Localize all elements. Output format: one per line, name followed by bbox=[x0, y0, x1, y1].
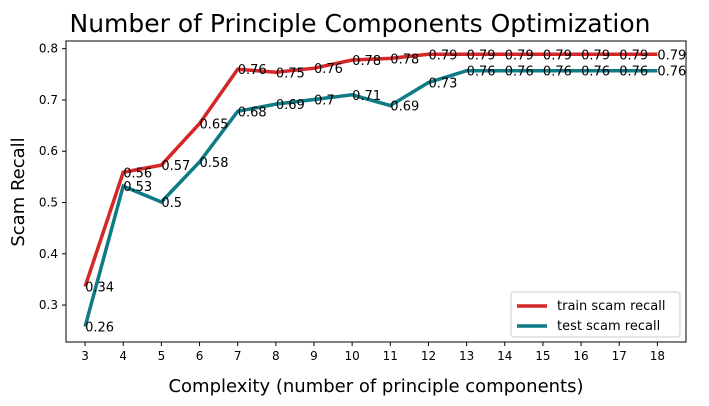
y-axis-label: Scam Recall bbox=[8, 137, 29, 246]
y-tick-label: 0.5 bbox=[39, 196, 58, 210]
data-label: 0.79 bbox=[467, 48, 496, 63]
data-label: 0.69 bbox=[276, 98, 305, 113]
data-label: 0.56 bbox=[123, 166, 152, 181]
series-line-train bbox=[83, 52, 658, 288]
y-tick-label: 0.7 bbox=[39, 93, 58, 107]
y-tick-label: 0.8 bbox=[39, 42, 58, 56]
data-label: 0.78 bbox=[390, 52, 419, 67]
x-tick-label: 11 bbox=[383, 349, 398, 363]
y-tick-label: 0.3 bbox=[39, 298, 58, 312]
x-tick-label: 6 bbox=[196, 349, 204, 363]
data-label: 0.57 bbox=[161, 159, 190, 174]
data-label: 0.79 bbox=[581, 48, 610, 63]
data-label: 0.5 bbox=[161, 196, 182, 211]
data-label: 0.78 bbox=[352, 54, 381, 69]
data-label: 0.79 bbox=[543, 48, 572, 63]
legend-label: test scam recall bbox=[557, 319, 660, 334]
x-axis: 3 4 5 6 7 8 9 10 11 12 13 14 15 16 17 18 bbox=[81, 342, 665, 363]
x-tick-label: 16 bbox=[573, 349, 588, 363]
data-label: 0.34 bbox=[85, 281, 114, 296]
x-axis-label: Complexity (number of principle componen… bbox=[168, 376, 583, 397]
x-tick-label: 15 bbox=[535, 349, 550, 363]
data-label: 0.75 bbox=[276, 66, 305, 81]
data-label: 0.79 bbox=[428, 48, 457, 63]
legend-box bbox=[510, 291, 681, 338]
data-label: 0.76 bbox=[467, 65, 496, 80]
data-label: 0.76 bbox=[657, 65, 686, 80]
data-label: 0.76 bbox=[581, 65, 610, 80]
data-labels: 0.34 0.56 0.57 0.65 0.76 0.75 0.76 0.78 0.78 0.79… bbox=[85, 48, 686, 335]
data-label: 0.79 bbox=[505, 48, 534, 63]
x-tick-label: 7 bbox=[234, 349, 242, 363]
x-tick-label: 14 bbox=[497, 349, 512, 363]
data-label: 0.65 bbox=[200, 118, 229, 133]
x-tick-label: 8 bbox=[272, 349, 280, 363]
data-label: 0.79 bbox=[657, 48, 686, 63]
x-tick-label: 4 bbox=[119, 349, 127, 363]
data-label: 0.73 bbox=[428, 77, 457, 92]
x-tick-label: 3 bbox=[81, 349, 89, 363]
x-tick-label: 18 bbox=[650, 349, 665, 363]
data-label: 0.69 bbox=[390, 100, 419, 115]
x-tick-label: 9 bbox=[310, 349, 318, 363]
y-tick-label: 0.4 bbox=[39, 247, 58, 261]
x-tick-label: 5 bbox=[158, 349, 166, 363]
data-label: 0.76 bbox=[543, 65, 572, 80]
x-tick-label: 10 bbox=[345, 349, 360, 363]
data-label: 0.53 bbox=[123, 180, 152, 195]
data-label: 0.79 bbox=[619, 48, 648, 63]
data-label: 0.76 bbox=[619, 65, 648, 80]
data-label: 0.58 bbox=[200, 156, 229, 171]
data-label: 0.71 bbox=[352, 89, 381, 104]
data-label: 0.76 bbox=[238, 63, 267, 78]
plot-area bbox=[65, 40, 687, 343]
x-tick-label: 12 bbox=[421, 349, 436, 363]
data-label: 0.7 bbox=[314, 93, 335, 108]
legend: train scam recall test scam recall bbox=[510, 291, 681, 338]
series-lines bbox=[83, 52, 658, 328]
data-label: 0.76 bbox=[505, 65, 534, 80]
x-tick-label: 13 bbox=[459, 349, 474, 363]
data-label: 0.26 bbox=[85, 321, 114, 336]
series-line-test bbox=[83, 68, 658, 328]
legend-label: train scam recall bbox=[557, 299, 665, 314]
data-label: 0.76 bbox=[314, 62, 343, 77]
chart-title: Number of Principle Components Optimizat… bbox=[70, 9, 651, 38]
x-tick-label: 17 bbox=[612, 349, 627, 363]
y-tick-label: 0.6 bbox=[39, 144, 58, 158]
data-label: 0.68 bbox=[238, 105, 267, 120]
y-axis: 0.3 0.4 0.5 0.6 0.7 0.8 bbox=[39, 42, 66, 312]
